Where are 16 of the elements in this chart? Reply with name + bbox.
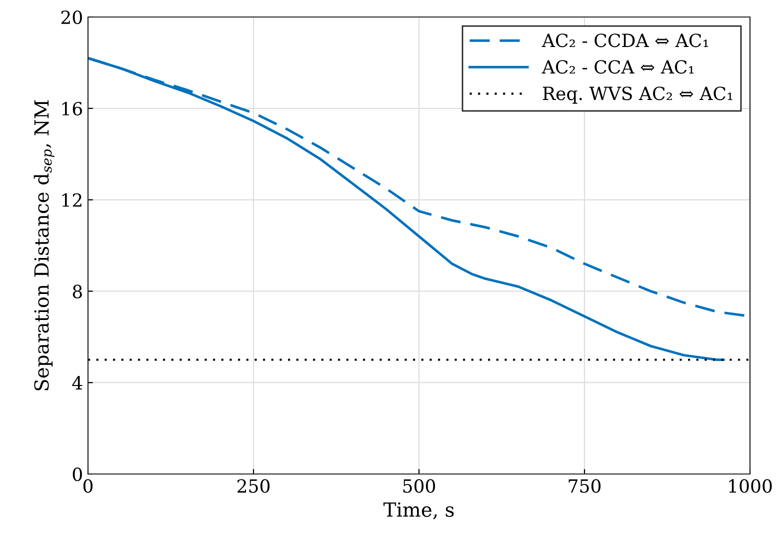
- x-tick-label: 750: [568, 479, 601, 493]
- y-tick-label: 4: [72, 376, 82, 390]
- y-tick-label: 0: [72, 467, 82, 482]
- y-tick-label: 20: [61, 10, 82, 24]
- y-tick-label: 12: [62, 193, 82, 207]
- x-tick-label: 1000: [729, 479, 772, 493]
- y-tick-label: 8: [72, 284, 82, 298]
- y-axis-title: Separation Distance d$_{sep}$, NM: [34, 100, 54, 390]
- legend-label: Req. WVS AC₂ ⇔ AC₁: [542, 86, 732, 104]
- x-axis-title: Time, s: [383, 502, 454, 520]
- x-tick-label: 0: [83, 479, 93, 493]
- legend-label: AC₂ - CCDA ⇔ AC₁: [542, 34, 708, 48]
- y-tick-label: 16: [62, 102, 82, 116]
- x-tick-label: 250: [237, 479, 270, 493]
- legend-label: AC₂ - CCA ⇔ AC₁: [542, 60, 694, 74]
- x-tick-label: 500: [403, 479, 436, 493]
